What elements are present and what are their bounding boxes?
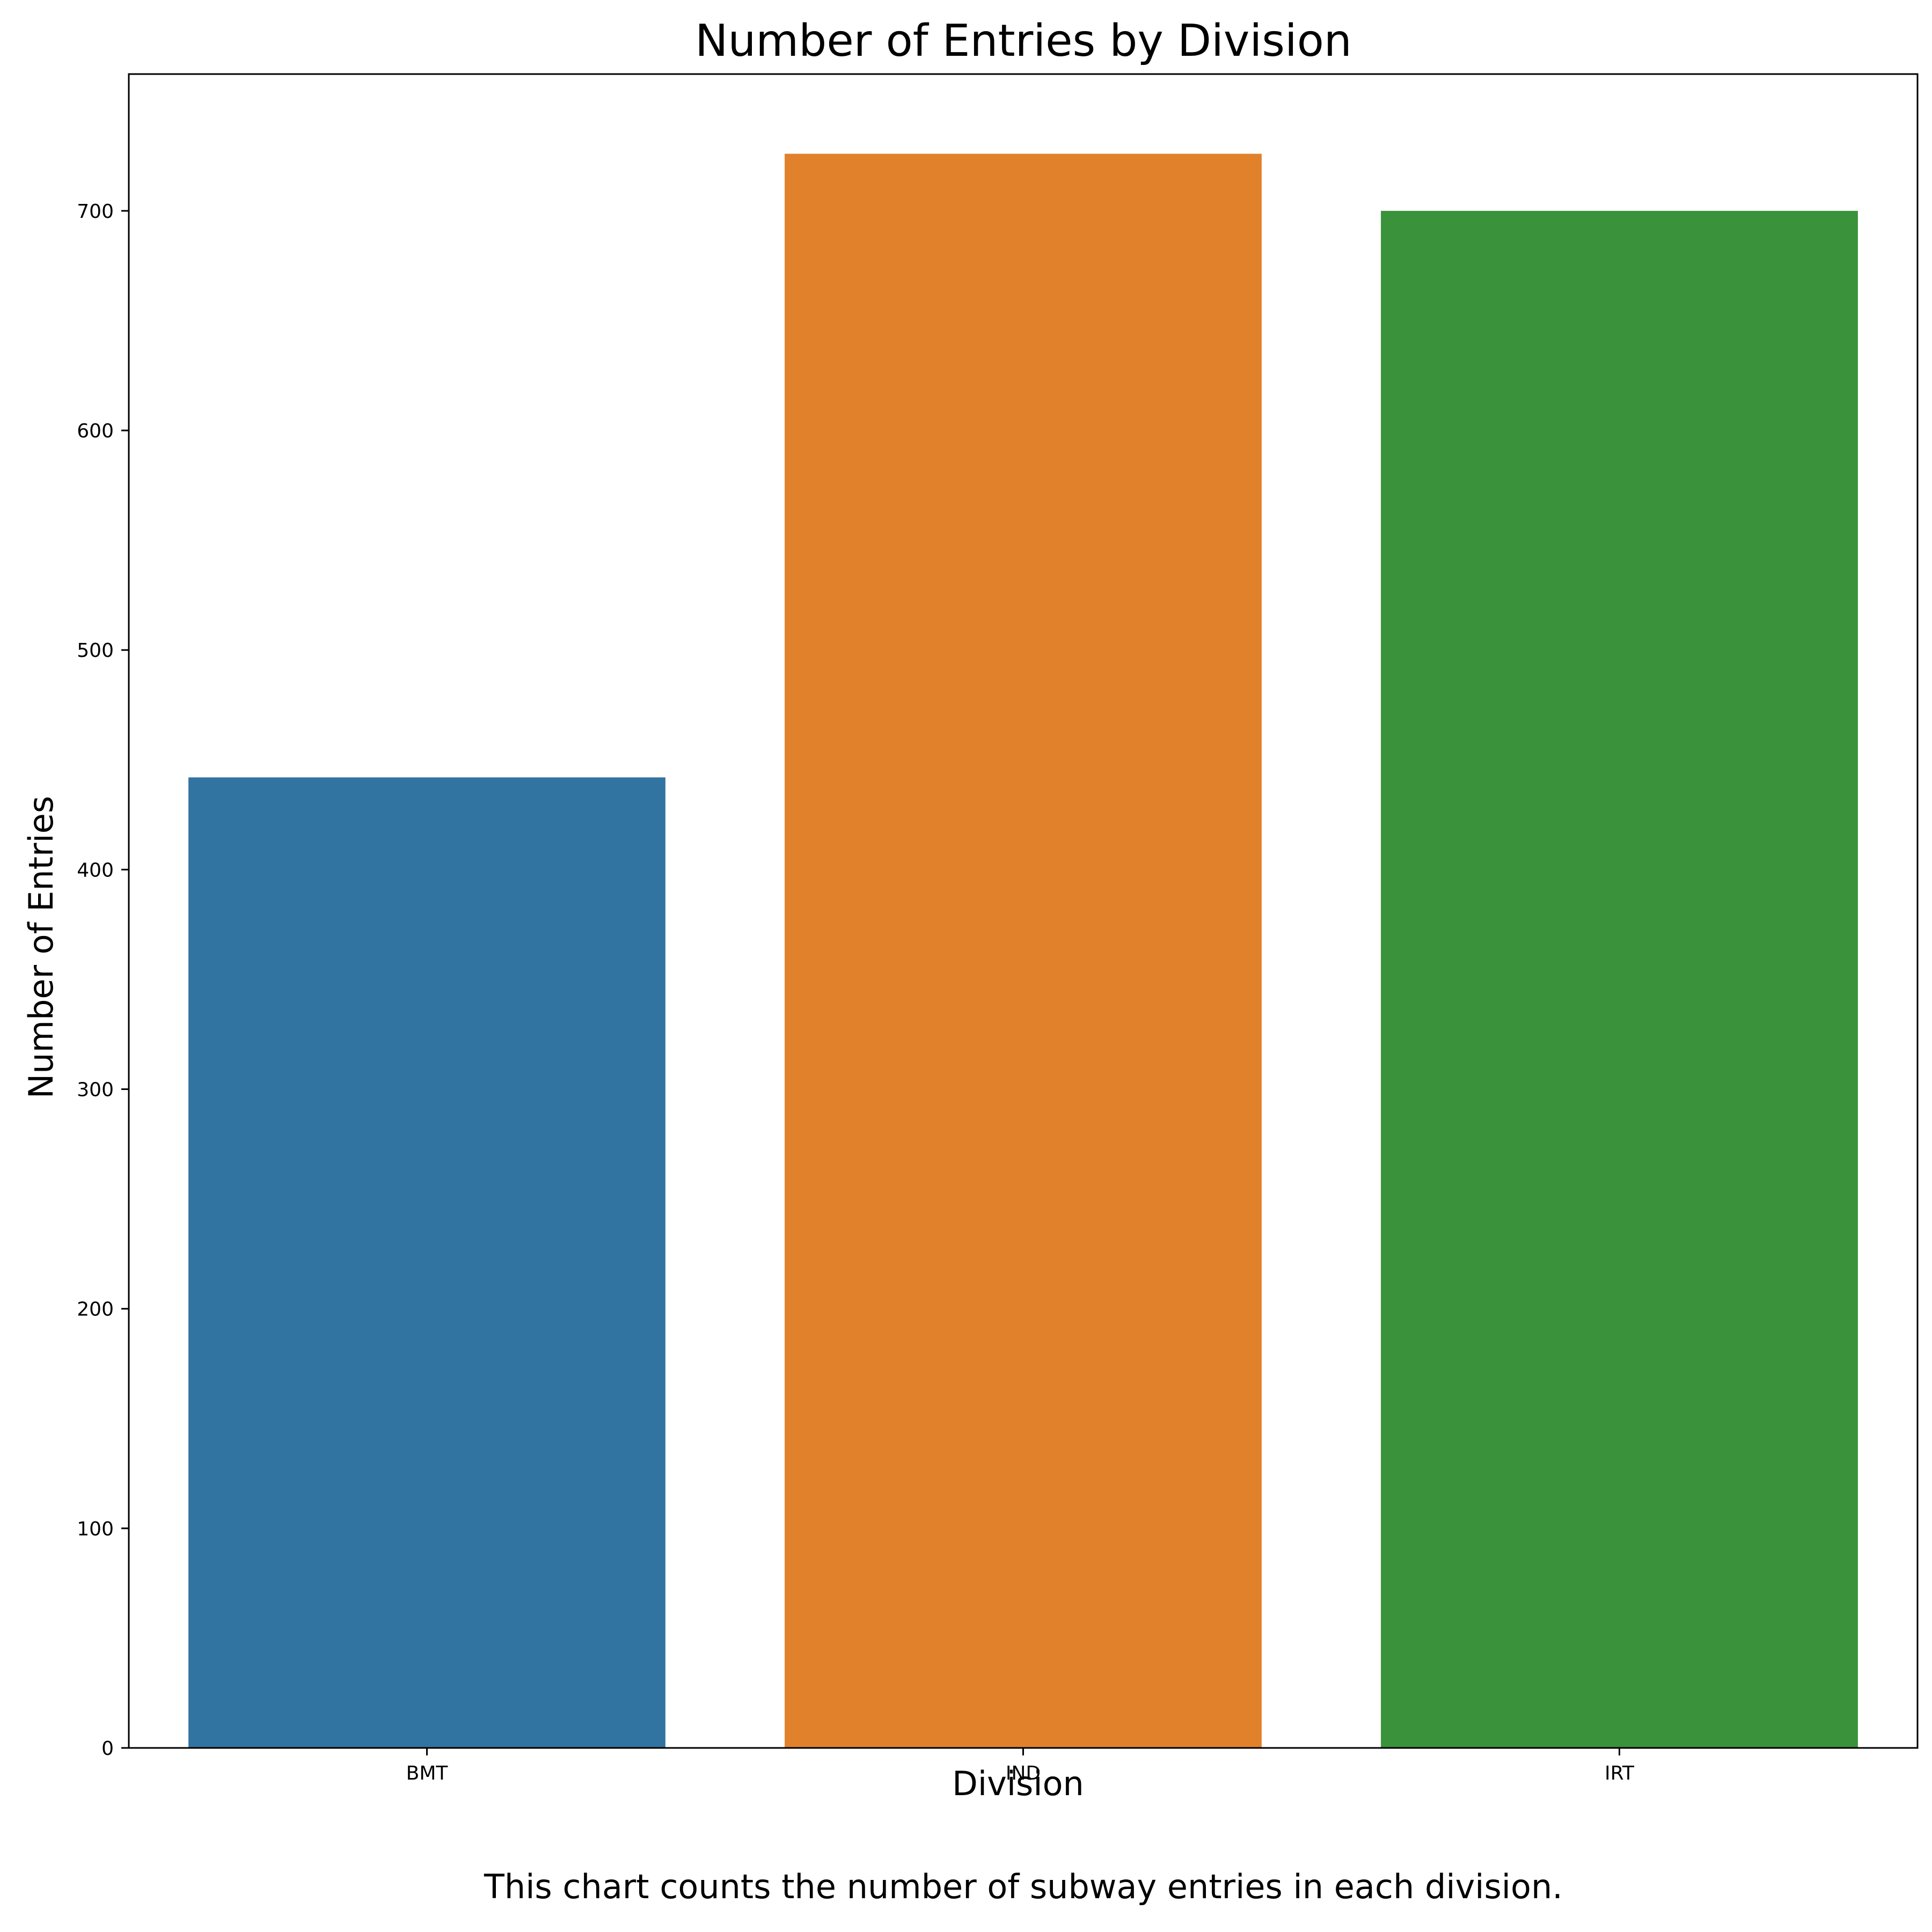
y-axis: 0 100 200 300 400 500 600 700 [77, 201, 129, 1760]
y-tick-label: 700 [77, 201, 114, 223]
y-tick-label: 500 [77, 640, 114, 662]
x-axis: BMT IND IRT [406, 1748, 1635, 1784]
bar-ind [785, 153, 1262, 1748]
x-tick-label: IND [1006, 1762, 1041, 1784]
bar-bmt [188, 777, 665, 1748]
y-tick-label: 100 [77, 1518, 114, 1540]
x-tick-label: IRT [1605, 1762, 1635, 1784]
y-tick-label: 400 [77, 859, 114, 881]
chart-caption: This chart counts the number of subway e… [484, 1867, 1563, 1906]
y-tick-label: 0 [101, 1738, 114, 1760]
y-tick-label: 600 [77, 420, 114, 442]
y-tick-label: 300 [77, 1079, 114, 1101]
plot-frame [128, 73, 1919, 1749]
bar-irt [1381, 210, 1858, 1748]
y-axis-label: Number of Entries [21, 796, 61, 1099]
bars-group [188, 153, 1858, 1748]
chart-title: Number of Entries by Division [695, 16, 1352, 67]
x-tick-label: BMT [406, 1762, 449, 1784]
y-tick-label: 200 [77, 1299, 114, 1321]
x-axis-label: Division [952, 1764, 1084, 1803]
